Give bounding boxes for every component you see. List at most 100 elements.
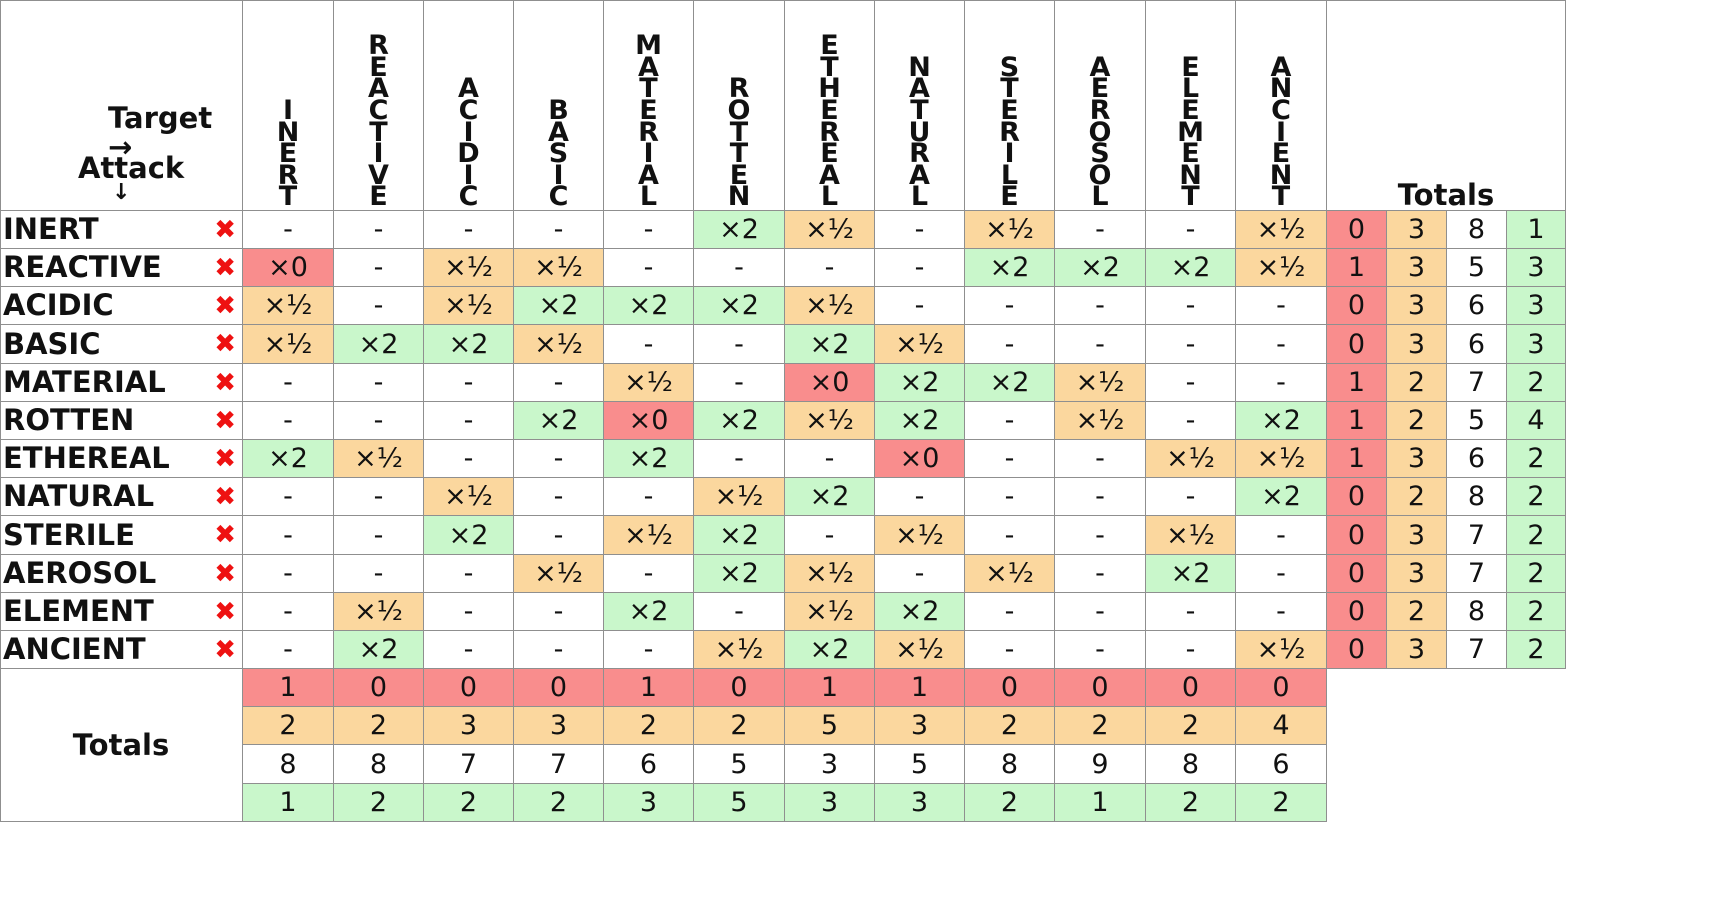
- row-total-cell: 7: [1447, 631, 1507, 669]
- matrix-cell: -: [965, 631, 1055, 669]
- matrix-cell: -: [604, 325, 694, 364]
- matrix-cell: ×2: [1146, 555, 1236, 593]
- matrix-cell: ×2: [1236, 402, 1327, 440]
- row-total-cell: 0: [1327, 516, 1387, 555]
- matrix-cell: ×2: [424, 325, 514, 364]
- matrix-cell: ×2: [875, 402, 965, 440]
- target-label: Target →: [108, 101, 213, 164]
- row-total-cell: 1: [1327, 440, 1387, 478]
- matrix-cell: -: [1146, 402, 1236, 440]
- column-header-label: I N E R T: [276, 95, 300, 213]
- matrix-cell: -: [1055, 593, 1146, 631]
- matrix-cell: -: [1055, 516, 1146, 555]
- matrix-cell: -: [424, 593, 514, 631]
- red-x-icon: ✖: [214, 520, 236, 550]
- matrix-cell: -: [604, 249, 694, 287]
- column-total-cell: 2: [694, 707, 785, 745]
- matrix-cell: -: [694, 325, 785, 364]
- row-header-basic: BASIC ✖: [0, 325, 243, 364]
- matrix-cell: ×½: [604, 516, 694, 555]
- column-header-reactive: R E A C T I V E: [334, 0, 424, 211]
- row-total-cell: 3: [1387, 440, 1447, 478]
- row-total-cell: 7: [1447, 364, 1507, 402]
- red-x-icon: ✖: [214, 634, 236, 665]
- matrix-cell: ×0: [875, 440, 965, 478]
- table-top-border: [0, 0, 1566, 1]
- row-total-cell: 3: [1387, 325, 1447, 364]
- attack-arrow-icon: ↓: [112, 180, 131, 205]
- matrix-cell: ×½: [785, 211, 875, 249]
- matrix-cell: -: [785, 440, 875, 478]
- red-x-icon: ✖: [214, 367, 236, 398]
- matrix-cell: ×½: [1055, 364, 1146, 402]
- matrix-cell: -: [965, 516, 1055, 555]
- column-total-cell: 3: [875, 784, 965, 822]
- column-total-cell: 0: [694, 669, 785, 707]
- matrix-cell: -: [965, 593, 1055, 631]
- column-total-cell: 0: [514, 669, 604, 707]
- matrix-cell: -: [334, 555, 424, 593]
- row-header-label: ETHEREAL: [3, 441, 170, 475]
- matrix-cell: ×2: [785, 631, 875, 669]
- matrix-cell: -: [424, 364, 514, 402]
- red-x-icon: ✖: [214, 596, 236, 627]
- column-header-material: M A T E R I A L: [604, 0, 694, 211]
- row-header-label: ELEMENT: [3, 594, 154, 628]
- matrix-cell: ×½: [965, 555, 1055, 593]
- column-total-cell: 1: [785, 669, 875, 707]
- column-header-label: B A S I C: [548, 95, 569, 213]
- bottom-totals-header: Totals: [0, 669, 243, 822]
- column-total-cell: 2: [965, 784, 1055, 822]
- column-total-cell: 3: [785, 784, 875, 822]
- row-total-cell: 6: [1447, 287, 1507, 325]
- matrix-cell: -: [243, 516, 334, 555]
- matrix-cell: ×½: [424, 249, 514, 287]
- column-header-inert: I N E R T: [243, 0, 334, 211]
- row-header-label: AEROSOL: [3, 556, 157, 590]
- column-header-label: M A T E R I A L: [635, 30, 662, 213]
- row-total-cell: 4: [1507, 402, 1566, 440]
- column-total-cell: 7: [514, 745, 604, 784]
- matrix-cell: -: [1055, 287, 1146, 325]
- right-totals-label: Totals: [1397, 178, 1495, 212]
- row-total-cell: 3: [1387, 287, 1447, 325]
- red-x-icon: ✖: [214, 329, 236, 359]
- matrix-cell: -: [1055, 631, 1146, 669]
- column-total-cell: 2: [514, 784, 604, 822]
- column-header-ethereal: E T H E R E A L: [785, 0, 875, 211]
- matrix-cell: ×2: [334, 631, 424, 669]
- matrix-cell: ×½: [1055, 402, 1146, 440]
- row-header-label: ANCIENT: [3, 632, 146, 666]
- row-total-cell: 8: [1447, 593, 1507, 631]
- column-header-label: E L E M E N T: [1177, 51, 1204, 213]
- row-total-cell: 1: [1327, 402, 1387, 440]
- row-total-cell: 1: [1327, 249, 1387, 287]
- table-left-border: [0, 0, 1, 822]
- column-total-cell: 0: [1236, 669, 1327, 707]
- matrix-cell: ×½: [694, 478, 785, 516]
- matrix-cell: ×½: [875, 516, 965, 555]
- matrix-cell: ×2: [604, 440, 694, 478]
- matrix-cell: ×2: [694, 287, 785, 325]
- matrix-cell: ×½: [514, 325, 604, 364]
- column-total-cell: 0: [1055, 669, 1146, 707]
- column-total-cell: 1: [243, 669, 334, 707]
- matrix-cell: -: [604, 478, 694, 516]
- matrix-cell: -: [1146, 478, 1236, 516]
- matrix-cell: -: [424, 211, 514, 249]
- row-total-cell: 2: [1387, 478, 1447, 516]
- matrix-cell: ×½: [514, 555, 604, 593]
- column-total-cell: 5: [694, 784, 785, 822]
- row-total-cell: 5: [1447, 249, 1507, 287]
- matrix-cell: -: [875, 249, 965, 287]
- matrix-cell: -: [1055, 440, 1146, 478]
- matrix-cell: -: [1236, 516, 1327, 555]
- matrix-cell: -: [1236, 287, 1327, 325]
- matrix-cell: -: [334, 364, 424, 402]
- row-header-label: INERT: [3, 212, 99, 246]
- matrix-cell: -: [514, 478, 604, 516]
- matrix-cell: ×2: [694, 516, 785, 555]
- matrix-cell: ×2: [334, 325, 424, 364]
- row-total-cell: 3: [1387, 555, 1447, 593]
- column-total-cell: 1: [875, 669, 965, 707]
